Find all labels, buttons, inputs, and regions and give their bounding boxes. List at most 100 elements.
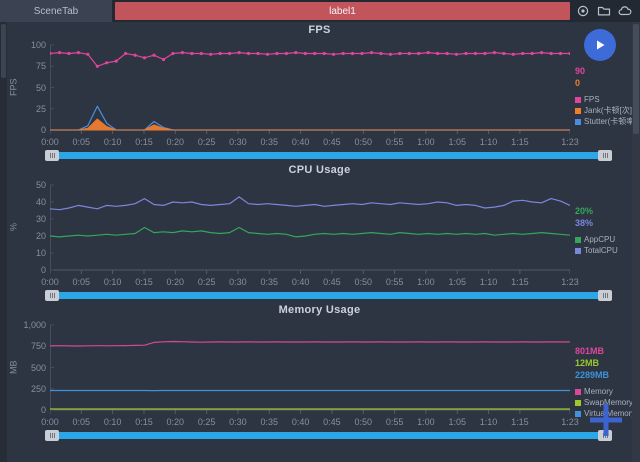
x-tick-label: 0:15 (135, 277, 153, 287)
right-scrollbar[interactable] (632, 22, 640, 462)
legend-item[interactable]: SwapMemory (575, 397, 633, 408)
cloud-icon[interactable] (618, 4, 632, 18)
x-tick-label: 0:35 (260, 137, 279, 147)
x-tick-label: 0:20 (166, 277, 185, 287)
x-tick-label: 0:40 (291, 137, 310, 147)
legend-label: VirtualMemory (584, 409, 636, 418)
x-tick-label: 0:25 (197, 277, 216, 287)
time-range-scrollbar[interactable] (45, 429, 612, 442)
x-tick-label: 1:10 (479, 137, 498, 147)
chart-plot[interactable] (50, 179, 570, 275)
y-tick-label: 25 (35, 103, 46, 114)
topbar-icons (574, 0, 640, 22)
legend-label: Memory (584, 387, 613, 396)
chart-plot[interactable] (50, 319, 570, 415)
label-bar[interactable]: label1 (115, 2, 570, 20)
scrollbar-right-handle[interactable] (598, 150, 612, 161)
x-tick-label: 0:10 (103, 277, 122, 287)
chart-legend: FPS Jank(卡顿[次]) Stutter(卡顿率) (575, 94, 637, 127)
y-tick-label: 750 (30, 341, 46, 352)
x-tick-label: 0:20 (166, 137, 185, 147)
x-tick-label: 0:00 (41, 417, 59, 427)
y-axis-ticks: 0 10 20 30 40 50 (20, 179, 50, 275)
left-scrollbar[interactable] (0, 22, 7, 462)
legend-item[interactable]: FPS (575, 94, 632, 105)
legend-swatch (575, 118, 581, 125)
play-icon (593, 38, 607, 52)
x-tick-label: 0:15 (135, 137, 153, 147)
x-tick-label: 1:05 (448, 277, 466, 287)
chart-right-panel: 801MB 12MB 2289MB Memory SwapMemory VirtualM… (570, 319, 635, 418)
x-tick-label: 0:50 (354, 277, 373, 287)
x-tick-label: 0:45 (323, 137, 341, 147)
time-range-scrollbar[interactable] (45, 289, 612, 302)
chart-plot[interactable] (50, 39, 570, 135)
x-tick-label: 1:00 (417, 417, 435, 427)
y-axis-label: MB (8, 360, 19, 374)
x-tick-label: 0:50 (354, 137, 373, 147)
x-tick-label: 0:30 (229, 137, 247, 147)
scene-tab[interactable]: SceneTab (0, 0, 112, 22)
legend-swatch (575, 107, 581, 114)
legend-item[interactable]: VirtualMemory (575, 408, 636, 419)
y-tick-label: 100 (30, 40, 46, 50)
y-tick-label: 500 (30, 362, 46, 373)
plus-icon (586, 400, 626, 440)
x-tick-label: 1:10 (479, 417, 498, 427)
x-tick-label: 0:00 (41, 277, 59, 287)
scrollbar-bar[interactable] (59, 292, 598, 299)
legend-swatch (575, 410, 581, 417)
play-button[interactable] (584, 29, 616, 61)
main-area: FPS FPS 0 25 50 75 100 90 0 FPS Jank(卡顿[次]) Stu… (0, 22, 640, 462)
y-axis-ticks: 0 25 50 75 100 (20, 39, 50, 135)
y-tick-label: 0 (40, 125, 46, 135)
chart-title: CPU Usage (288, 164, 351, 176)
legend-item[interactable]: Stutter(卡顿率) (575, 116, 637, 127)
legend-label: TotalCPU (584, 246, 618, 255)
y-tick-label: 10 (35, 248, 46, 258)
x-tick-label: 1:15 (511, 137, 529, 147)
legend-item[interactable]: Jank(卡顿[次]) (575, 105, 635, 116)
charts-panel: FPS FPS 0 25 50 75 100 90 0 FPS Jank(卡顿[次]) Stu… (7, 22, 637, 462)
topbar: SceneTab label1 (0, 0, 640, 22)
x-tick-label: 0:35 (260, 277, 279, 287)
legend-swatch (575, 399, 581, 406)
legend-item[interactable]: AppCPU (575, 234, 632, 245)
scrollbar-bar[interactable] (59, 152, 598, 159)
legend-item[interactable]: TotalCPU (575, 245, 632, 256)
location-icon[interactable] (576, 4, 590, 18)
x-tick-label: 0:05 (72, 417, 91, 427)
current-value: 38% (575, 218, 594, 228)
y-tick-label: 30 (35, 214, 46, 224)
y-tick-label: 0 (40, 405, 46, 415)
legend-swatch (575, 236, 581, 243)
legend-swatch (575, 247, 581, 254)
chart-legend: AppCPU TotalCPU (575, 234, 632, 256)
y-axis-label: FPS (8, 78, 19, 96)
scrollbar-left-handle[interactable] (45, 150, 59, 161)
x-tick-label: 1:23 (561, 137, 579, 147)
current-value: 2289MB (575, 370, 610, 380)
folder-icon[interactable] (597, 4, 611, 18)
x-tick-label: 0:45 (323, 277, 341, 287)
time-range-scrollbar[interactable] (45, 149, 612, 162)
x-tick-label: 0:30 (229, 417, 247, 427)
current-value: 12MB (575, 358, 600, 368)
scrollbar-bar[interactable] (59, 432, 598, 439)
x-tick-label: 1:00 (417, 277, 435, 287)
x-tick-label: 0:05 (72, 137, 91, 147)
x-axis: 0:00 0:05 0:10 0:15 0:20 0:25 0:30 0:35 0:40 0:45… (41, 275, 579, 289)
legend-item[interactable]: Memory (575, 386, 632, 397)
scrollbar-left-handle[interactable] (45, 430, 59, 441)
current-value: 0 (575, 78, 581, 88)
current-value: 20% (575, 206, 594, 216)
x-tick-label: 1:00 (417, 137, 435, 147)
scrollbar-right-handle[interactable] (598, 290, 612, 301)
legend-label: FPS (584, 95, 600, 104)
legend-label: Jank(卡顿[次]) (584, 106, 635, 115)
x-tick-label: 0:25 (197, 137, 216, 147)
legend-swatch (575, 96, 581, 103)
legend-label: AppCPU (584, 235, 616, 244)
scrollbar-left-handle[interactable] (45, 290, 59, 301)
add-chart-button[interactable] (586, 400, 626, 440)
